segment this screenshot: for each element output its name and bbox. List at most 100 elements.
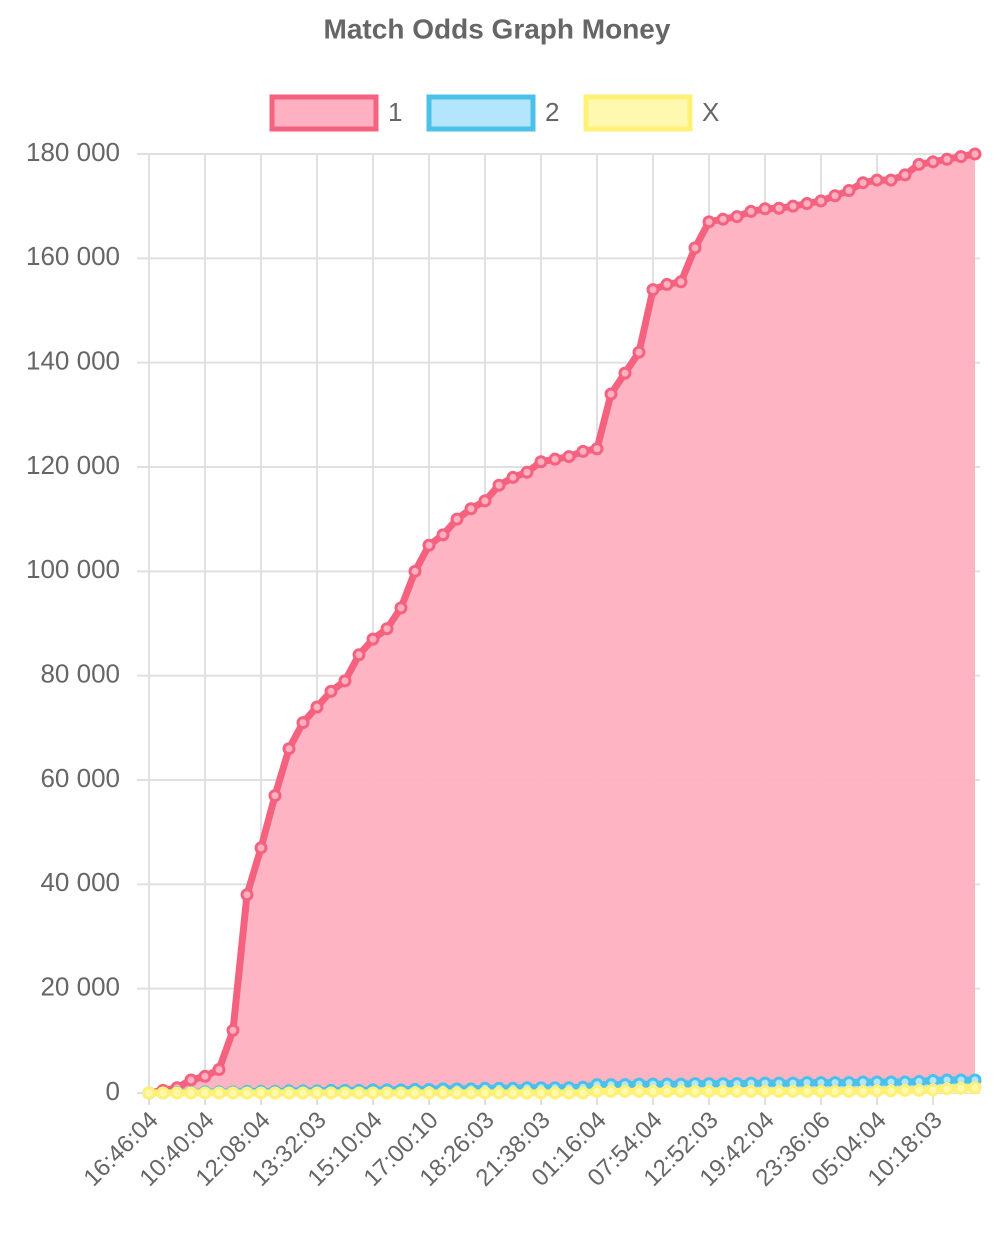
point	[576, 444, 590, 458]
point	[674, 1084, 688, 1098]
legend-label: 2	[545, 97, 559, 127]
legend-swatch	[269, 94, 379, 132]
point	[296, 716, 310, 730]
point	[324, 684, 338, 698]
y-tick-label: 60 000	[40, 763, 120, 793]
point	[170, 1086, 184, 1100]
point	[282, 1086, 296, 1100]
point	[898, 1083, 912, 1097]
y-tick-label: 140 000	[26, 346, 120, 376]
area	[149, 154, 975, 1093]
point	[422, 1086, 436, 1100]
chart-title: Match Odds Graph Money	[324, 13, 671, 44]
point	[450, 1086, 464, 1100]
y-tick-label: 120 000	[26, 450, 120, 480]
point	[772, 1084, 786, 1098]
point	[478, 1086, 492, 1100]
point	[562, 1086, 576, 1100]
point	[492, 478, 506, 492]
y-tick-label: 180 000	[26, 137, 120, 167]
point	[912, 1083, 926, 1097]
point	[856, 176, 870, 190]
point	[520, 465, 534, 479]
y-tick-label: 80 000	[40, 659, 120, 689]
point	[870, 1084, 884, 1098]
legend-swatch	[583, 94, 693, 132]
point	[338, 1086, 352, 1100]
point	[618, 1084, 632, 1098]
point	[436, 1086, 450, 1100]
point	[772, 201, 786, 215]
point	[800, 197, 814, 211]
point	[842, 1084, 856, 1098]
point	[394, 601, 408, 615]
point	[254, 1086, 268, 1100]
point	[590, 1084, 604, 1098]
point	[548, 1086, 562, 1100]
point	[562, 450, 576, 464]
point	[534, 1086, 548, 1100]
point	[884, 1084, 898, 1098]
point	[198, 1086, 212, 1100]
point	[212, 1086, 226, 1100]
point	[744, 204, 758, 218]
point	[296, 1086, 310, 1100]
point	[464, 502, 478, 516]
point	[324, 1086, 338, 1100]
point	[464, 1086, 478, 1100]
point	[674, 275, 688, 289]
point	[478, 494, 492, 508]
point	[702, 215, 716, 229]
point	[758, 202, 772, 216]
y-tick-label: 40 000	[40, 867, 120, 897]
point	[716, 1084, 730, 1098]
point	[926, 155, 940, 169]
point	[730, 210, 744, 224]
point	[142, 1086, 156, 1100]
point	[814, 194, 828, 208]
point	[268, 1086, 282, 1100]
point	[618, 366, 632, 380]
point	[254, 841, 268, 855]
y-tick-label: 100 000	[26, 554, 120, 584]
point	[156, 1086, 170, 1100]
point	[940, 1082, 954, 1096]
point	[716, 212, 730, 226]
point	[884, 173, 898, 187]
point	[520, 1086, 534, 1100]
point	[828, 189, 842, 203]
point	[352, 1086, 366, 1100]
point	[506, 1086, 520, 1100]
point	[268, 789, 282, 803]
point	[590, 442, 604, 456]
point	[450, 512, 464, 526]
point	[968, 1081, 982, 1095]
point	[352, 648, 366, 662]
point	[730, 1084, 744, 1098]
point	[436, 528, 450, 542]
point	[282, 742, 296, 756]
point	[184, 1086, 198, 1100]
point	[394, 1086, 408, 1100]
point	[366, 1086, 380, 1100]
point	[912, 157, 926, 171]
point	[702, 1084, 716, 1098]
point	[240, 888, 254, 902]
legend-label: X	[702, 97, 719, 127]
point	[898, 168, 912, 182]
point	[198, 1069, 212, 1083]
point	[310, 1086, 324, 1100]
point	[814, 1084, 828, 1098]
point	[646, 283, 660, 297]
point	[604, 387, 618, 401]
point	[506, 470, 520, 484]
point	[968, 147, 982, 161]
point	[492, 1086, 506, 1100]
y-tick-label: 160 000	[26, 241, 120, 271]
point	[534, 455, 548, 469]
point	[226, 1023, 240, 1037]
y-tick-label: 20 000	[40, 972, 120, 1002]
point	[856, 1084, 870, 1098]
point	[380, 1086, 394, 1100]
